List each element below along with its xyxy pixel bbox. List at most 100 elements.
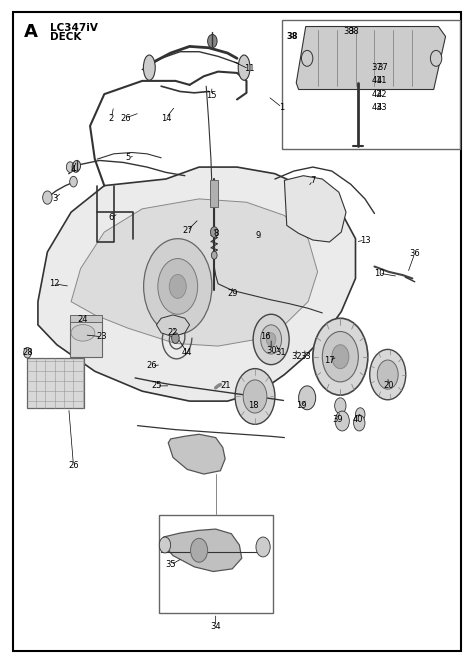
Circle shape: [243, 380, 267, 413]
Text: 5: 5: [125, 153, 131, 162]
Circle shape: [159, 537, 171, 553]
Text: DECK: DECK: [50, 32, 81, 42]
Circle shape: [430, 50, 442, 66]
Text: 37: 37: [372, 63, 382, 72]
Circle shape: [335, 411, 349, 431]
Circle shape: [377, 360, 398, 389]
Polygon shape: [38, 167, 356, 401]
Circle shape: [256, 537, 270, 557]
Text: 2: 2: [109, 113, 114, 123]
Circle shape: [43, 191, 52, 204]
Circle shape: [322, 332, 358, 382]
Text: LC347iV: LC347iV: [50, 23, 98, 32]
Text: 43: 43: [372, 103, 382, 112]
Circle shape: [301, 50, 313, 66]
Text: 1: 1: [279, 103, 285, 112]
Text: 13: 13: [360, 235, 370, 245]
Bar: [159, 515, 273, 613]
Text: 29: 29: [227, 288, 237, 298]
Text: 43: 43: [377, 103, 387, 112]
Circle shape: [210, 227, 218, 237]
Text: 18: 18: [248, 401, 259, 410]
Text: 31: 31: [275, 348, 286, 357]
Circle shape: [169, 274, 186, 298]
Circle shape: [299, 386, 316, 410]
Text: 26: 26: [68, 461, 79, 470]
Circle shape: [253, 314, 289, 365]
Text: 7: 7: [310, 176, 316, 185]
Circle shape: [335, 398, 346, 414]
Polygon shape: [168, 434, 225, 474]
Ellipse shape: [143, 55, 155, 80]
Text: 22: 22: [168, 328, 178, 337]
Text: 40: 40: [353, 414, 363, 424]
Circle shape: [24, 347, 31, 358]
Text: 10: 10: [374, 269, 384, 278]
Text: 35: 35: [165, 560, 176, 570]
Circle shape: [266, 333, 276, 346]
Polygon shape: [284, 176, 346, 242]
Text: 42: 42: [372, 90, 382, 99]
Text: 33: 33: [301, 352, 311, 361]
Text: 44: 44: [182, 348, 192, 357]
Bar: [70, 320, 102, 357]
Text: 41: 41: [372, 76, 382, 86]
Text: 20: 20: [383, 381, 394, 391]
Text: 4: 4: [71, 164, 76, 174]
Polygon shape: [156, 315, 190, 337]
Circle shape: [191, 538, 208, 562]
Text: 34: 34: [210, 622, 221, 631]
Text: 26: 26: [146, 361, 157, 371]
Text: 30: 30: [266, 345, 276, 355]
Text: 12: 12: [49, 279, 60, 288]
Text: 28: 28: [22, 348, 33, 357]
Text: 16: 16: [260, 332, 271, 341]
Circle shape: [144, 239, 212, 334]
Text: 36: 36: [410, 249, 420, 258]
Bar: [70, 315, 102, 322]
Text: 8: 8: [213, 229, 219, 238]
Circle shape: [332, 345, 349, 369]
Circle shape: [208, 34, 217, 48]
Ellipse shape: [71, 325, 95, 341]
Text: 9: 9: [255, 231, 261, 240]
Polygon shape: [296, 27, 446, 90]
Text: 26: 26: [120, 113, 131, 123]
Text: 17: 17: [324, 356, 335, 365]
Circle shape: [356, 408, 365, 421]
Text: 42: 42: [377, 90, 387, 99]
Text: 19: 19: [296, 401, 306, 410]
Text: 24: 24: [78, 315, 88, 324]
Circle shape: [354, 415, 365, 431]
Text: 14: 14: [161, 113, 171, 123]
Ellipse shape: [238, 55, 250, 80]
Circle shape: [172, 333, 179, 343]
Text: 38: 38: [348, 27, 359, 36]
Polygon shape: [27, 358, 84, 408]
Polygon shape: [71, 199, 318, 346]
Circle shape: [211, 251, 217, 259]
Text: 38: 38: [287, 32, 298, 41]
Text: 3: 3: [52, 194, 57, 204]
Circle shape: [70, 176, 77, 187]
Circle shape: [261, 325, 282, 354]
Circle shape: [158, 259, 198, 314]
Text: 6: 6: [109, 213, 114, 222]
Text: 38: 38: [343, 27, 354, 36]
Text: 15: 15: [206, 91, 216, 100]
Text: 23: 23: [97, 332, 107, 341]
Text: 41: 41: [377, 76, 387, 86]
Circle shape: [313, 318, 368, 395]
Text: 11: 11: [244, 64, 254, 74]
Text: 21: 21: [220, 381, 230, 391]
Text: A: A: [24, 23, 37, 41]
Text: 37: 37: [377, 63, 388, 72]
Text: 25: 25: [151, 381, 162, 391]
Polygon shape: [161, 529, 242, 572]
Text: 32: 32: [291, 352, 301, 361]
Circle shape: [72, 162, 80, 172]
Circle shape: [370, 349, 406, 400]
Circle shape: [73, 160, 81, 171]
Text: 27: 27: [182, 226, 192, 235]
Circle shape: [235, 369, 275, 424]
